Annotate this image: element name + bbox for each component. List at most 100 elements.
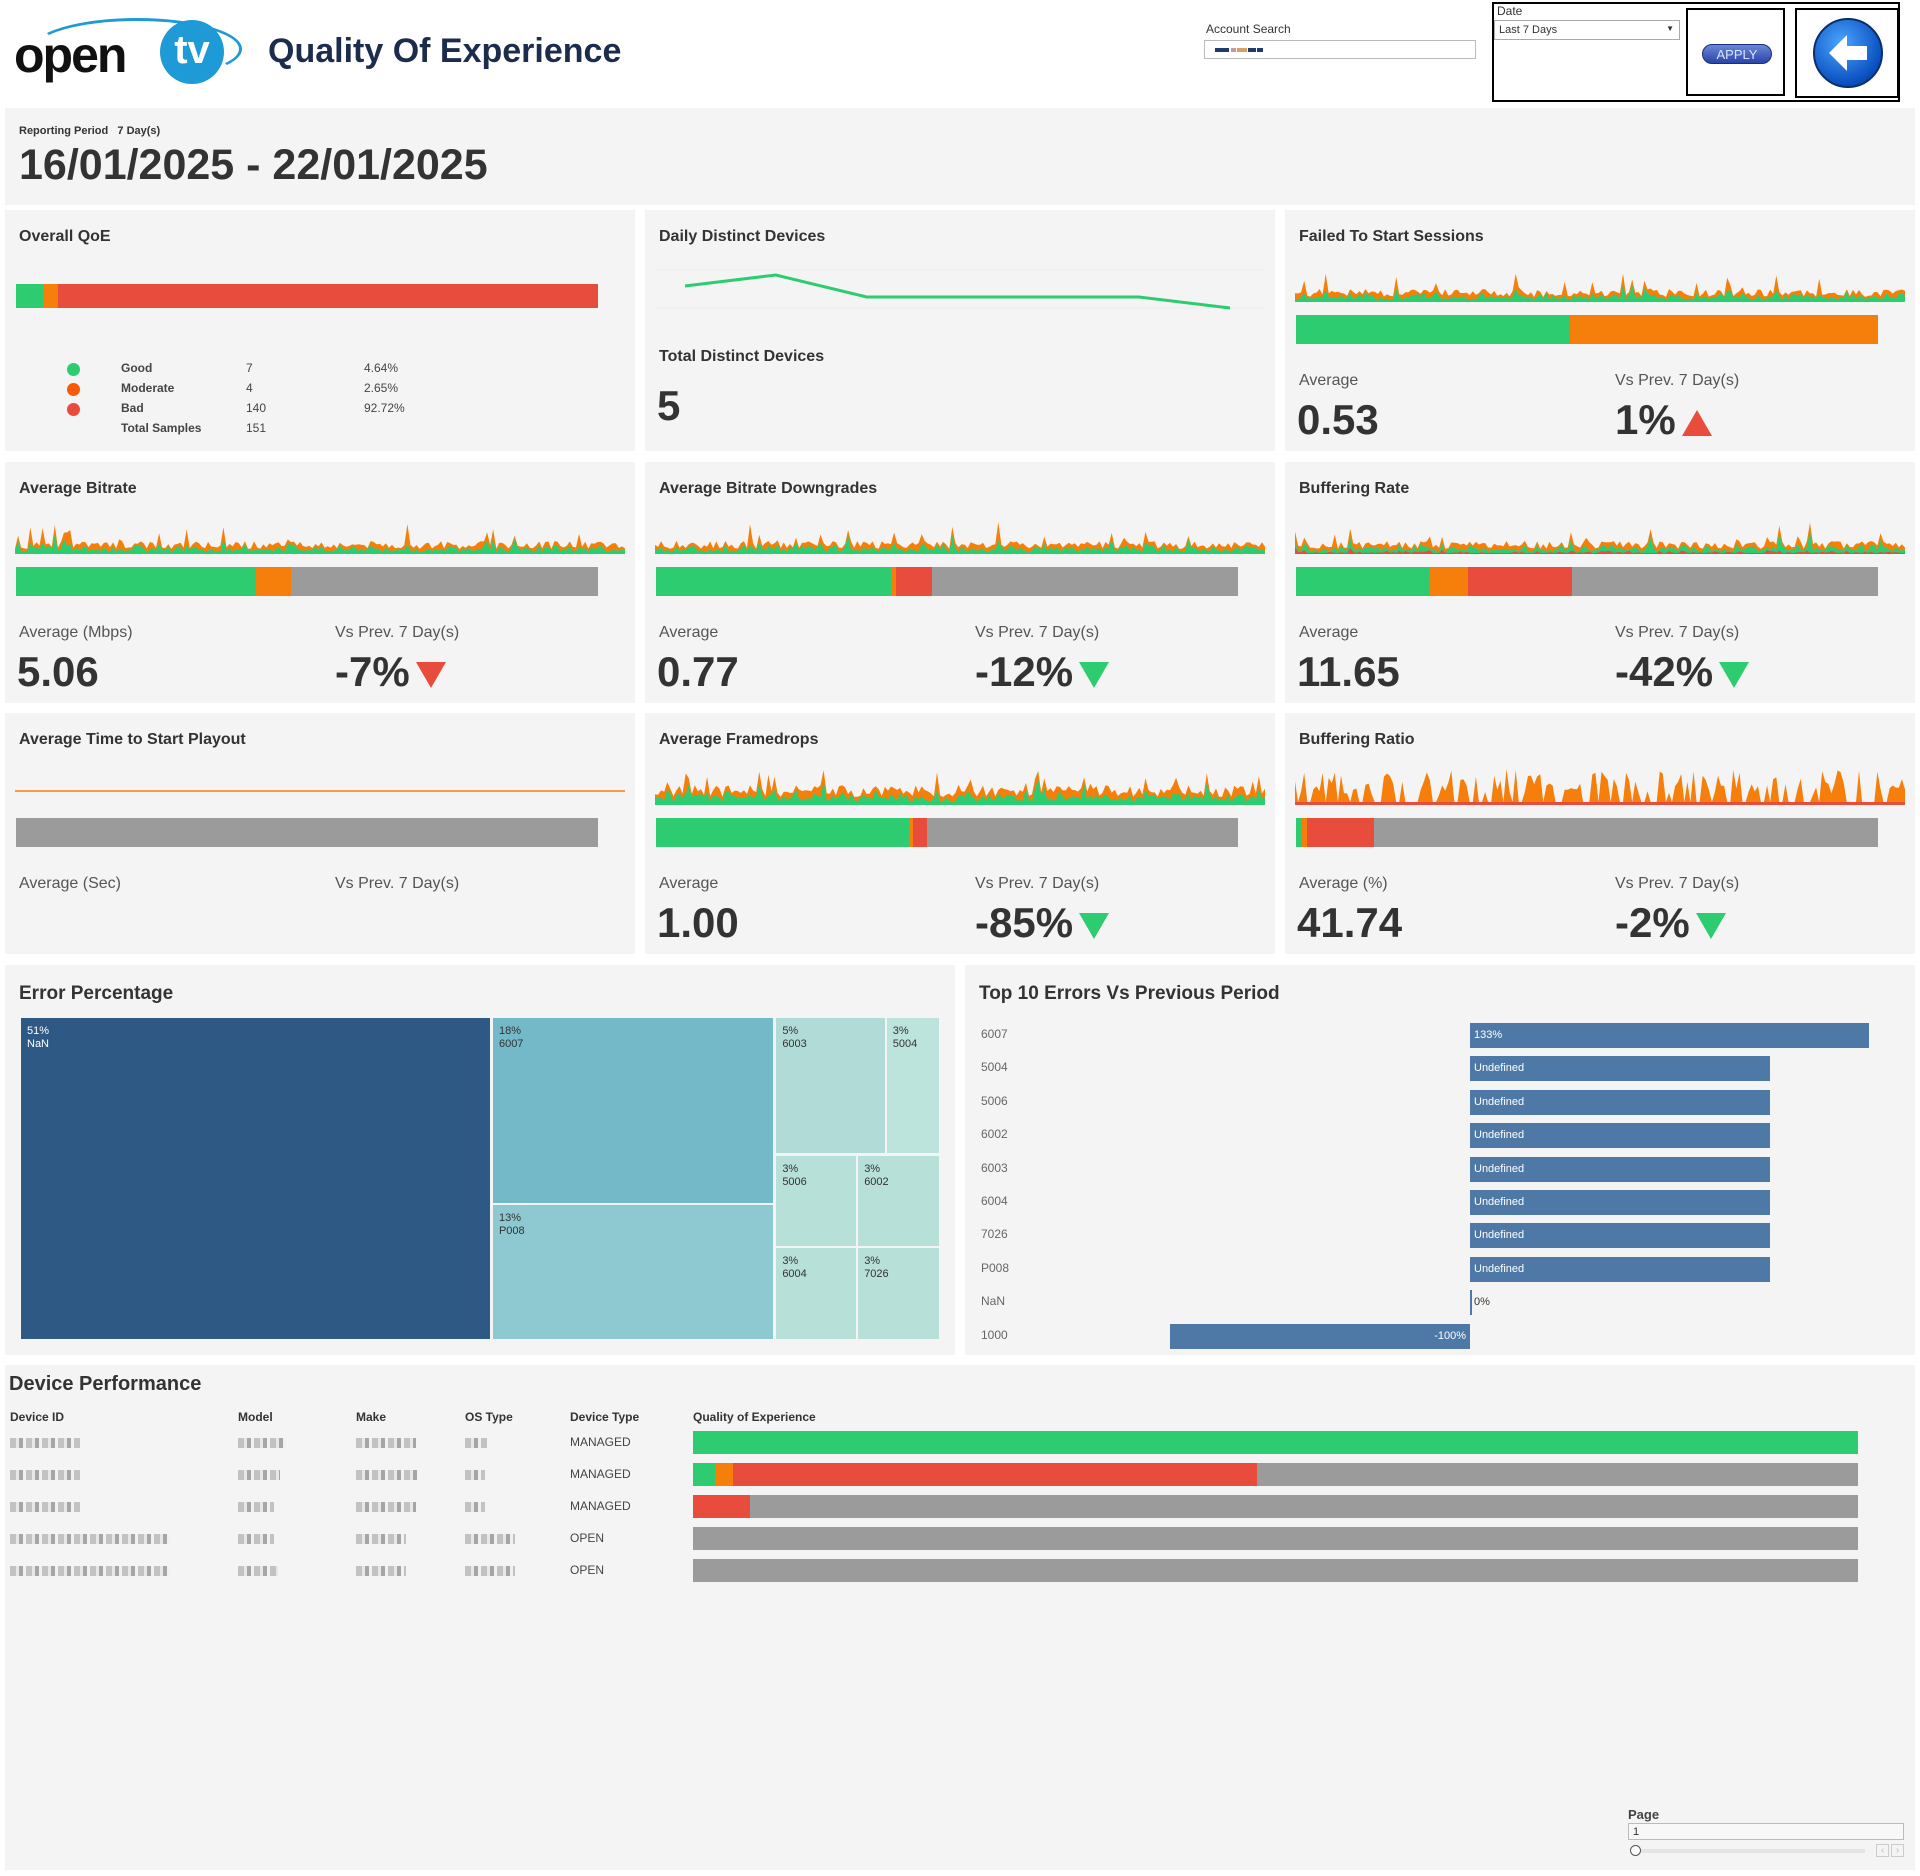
top-errors-bar[interactable] xyxy=(1470,1056,1770,1082)
column-header-make[interactable]: Make xyxy=(356,1410,387,1424)
buffering-ratio-segment-good xyxy=(1296,818,1303,847)
column-header-model[interactable]: Model xyxy=(238,1410,273,1424)
treemap-cell-p008[interactable]: 13% P008 xyxy=(491,1203,775,1340)
top-errors-bar[interactable] xyxy=(1470,1223,1770,1249)
average-bitrate-sparkline xyxy=(15,524,625,554)
average-framedrops-segment-bad xyxy=(912,818,928,847)
overall-qoe-bar xyxy=(16,284,598,308)
triangle-down-icon xyxy=(1079,912,1110,939)
buffering-ratio-title: Buffering Ratio xyxy=(1299,731,1415,748)
device-qoe-segment-good xyxy=(693,1431,1858,1454)
failed-to-start-sessions-avg-label: Average xyxy=(1299,372,1359,389)
redacted-device-id xyxy=(10,1502,80,1512)
error-percentage-title: Error Percentage xyxy=(19,983,174,1004)
treemap-code: 7026 xyxy=(864,1267,889,1280)
buffering-rate-card: Buffering Rate Average Vs Prev. 7 Day(s) 11… xyxy=(1285,462,1915,703)
top-errors-bar[interactable] xyxy=(1470,1123,1770,1149)
top-errors-bar-label: 0% xyxy=(1474,1296,1490,1309)
top-errors-bar-label: Undefined xyxy=(1474,1062,1525,1075)
sparkline-green-area xyxy=(655,779,1265,805)
treemap-pct: 3% xyxy=(864,1254,881,1267)
next-page-button[interactable]: › xyxy=(1891,1844,1904,1857)
average-framedrops-bar xyxy=(656,818,1238,847)
top-errors-category: 6007 xyxy=(981,1027,1008,1041)
treemap-cell-7026[interactable]: 3% 7026 xyxy=(857,1246,940,1340)
treemap-cell-nan[interactable]: 51% NaN xyxy=(20,1017,492,1340)
treemap-cell-6003[interactable]: 5% 6003 xyxy=(775,1017,886,1154)
average-time-to-start-playout-card: Average Time to Start Playout Average (Se… xyxy=(5,713,635,954)
buffering-ratio-sparkline xyxy=(1295,769,1905,805)
top-errors-bar-label: Undefined xyxy=(1474,1129,1525,1142)
column-header-device-id[interactable]: Device ID xyxy=(10,1410,65,1424)
treemap-cell-6002[interactable]: 3% 6002 xyxy=(857,1154,940,1247)
treemap-pct: 3% xyxy=(782,1162,799,1175)
redacted-make xyxy=(356,1534,406,1544)
treemap-pct: 18% xyxy=(498,1025,521,1037)
average-bitrate-downgrades-avg-value: 0.77 xyxy=(657,648,739,695)
average-bitrate-downgrades-sparkline xyxy=(655,522,1265,554)
legend-count: 140 xyxy=(246,401,267,415)
prev-page-button[interactable]: ‹ xyxy=(1876,1844,1889,1857)
average-bitrate-vs-value: -7% xyxy=(335,648,410,695)
device-qoe-segment-good xyxy=(693,1463,716,1486)
apply-button[interactable]: APPLY xyxy=(1702,44,1772,64)
top-errors-bar-label: -100% xyxy=(1434,1329,1466,1342)
error-percentage-card: Error Percentage 51% NaN 18% 6007 13% P008 5% 6… xyxy=(5,965,955,1355)
redacted-make xyxy=(356,1566,406,1576)
legend-dot-bad xyxy=(67,403,80,416)
qoe-segment-bad xyxy=(58,284,598,308)
sparkline-green-area xyxy=(655,535,1265,554)
top-errors-bar[interactable] xyxy=(1470,1190,1770,1215)
opentv-logo: open tv xyxy=(12,16,242,88)
page-slider-track[interactable] xyxy=(1635,1849,1865,1853)
reporting-period-panel: Reporting Period 7 Day(s) 16/01/2025 - 2… xyxy=(5,108,1915,205)
account-search-label: Account Search xyxy=(1206,22,1291,36)
legend-label: Moderate xyxy=(121,381,175,395)
redacted-os-type xyxy=(465,1534,515,1544)
column-header-device-type[interactable]: Device Type xyxy=(570,1410,640,1424)
treemap-cell-5004[interactable]: 3% 5004 xyxy=(885,1017,940,1154)
treemap-cell-6004[interactable]: 3% 6004 xyxy=(775,1246,858,1340)
page-input[interactable]: 1 xyxy=(1628,1823,1904,1840)
total-samples-label: Total Samples xyxy=(121,421,202,435)
failed-to-start-sessions-vs-wrap: 1% xyxy=(1615,396,1712,444)
top-errors-bar-label: Undefined xyxy=(1474,1196,1525,1208)
redacted-device-id xyxy=(10,1534,170,1544)
sparkline-orange-area xyxy=(1295,273,1905,302)
sparkline-green-area xyxy=(1295,284,1905,302)
top-errors-bar[interactable] xyxy=(1470,1023,1869,1048)
top-errors-bar[interactable] xyxy=(1470,1156,1770,1182)
legend-count: 7 xyxy=(246,361,253,375)
triangle-down-icon xyxy=(1079,661,1110,688)
top-errors-bar[interactable] xyxy=(1470,1089,1770,1115)
treemap-cell-5006[interactable]: 3% 5006 xyxy=(775,1154,858,1247)
device-type-cell: OPEN xyxy=(570,1563,605,1577)
top-errors-bar[interactable] xyxy=(1470,1290,1472,1316)
buffering-rate-avg-value: 11.65 xyxy=(1297,648,1400,695)
page-slider-handle[interactable] xyxy=(1630,1845,1641,1856)
top-errors-category: 5006 xyxy=(981,1093,1008,1108)
treemap-code: P008 xyxy=(498,1224,525,1237)
average-framedrops-title: Average Framedrops xyxy=(659,731,819,748)
date-select[interactable]: Last 7 Days ▼ xyxy=(1494,20,1680,40)
buffering-rate-sparkline xyxy=(1295,522,1905,554)
device-qoe-bar xyxy=(693,1495,1858,1518)
column-header-os-type[interactable]: OS Type xyxy=(465,1410,513,1424)
back-button[interactable] xyxy=(1813,18,1883,88)
redacted-model xyxy=(238,1534,274,1544)
top-errors-bar[interactable] xyxy=(1470,1256,1770,1282)
device-type-cell: OPEN xyxy=(570,1531,605,1545)
average-time-to-start-playout-avg-label: Average (Sec) xyxy=(19,875,121,892)
column-header-quality-of-experience[interactable]: Quality of Experience xyxy=(693,1410,816,1424)
overall-qoe-card: Overall QoE Total Samples 151 Good 7 4.64%… xyxy=(5,210,635,451)
redacted-device-id xyxy=(10,1438,80,1448)
redacted-os-type xyxy=(465,1566,515,1576)
sparkline-green-area xyxy=(1295,531,1905,554)
redacted-os-type xyxy=(465,1438,487,1448)
account-search-input[interactable] xyxy=(1204,40,1476,59)
treemap-cell-6007[interactable]: 18% 6007 xyxy=(491,1017,775,1204)
reporting-period-days: 7 Day(s) xyxy=(117,125,161,137)
treemap-pct: 5% xyxy=(782,1025,799,1037)
failed-to-start-sessions-bar xyxy=(1296,315,1878,344)
top-errors-bar[interactable] xyxy=(1170,1323,1470,1349)
